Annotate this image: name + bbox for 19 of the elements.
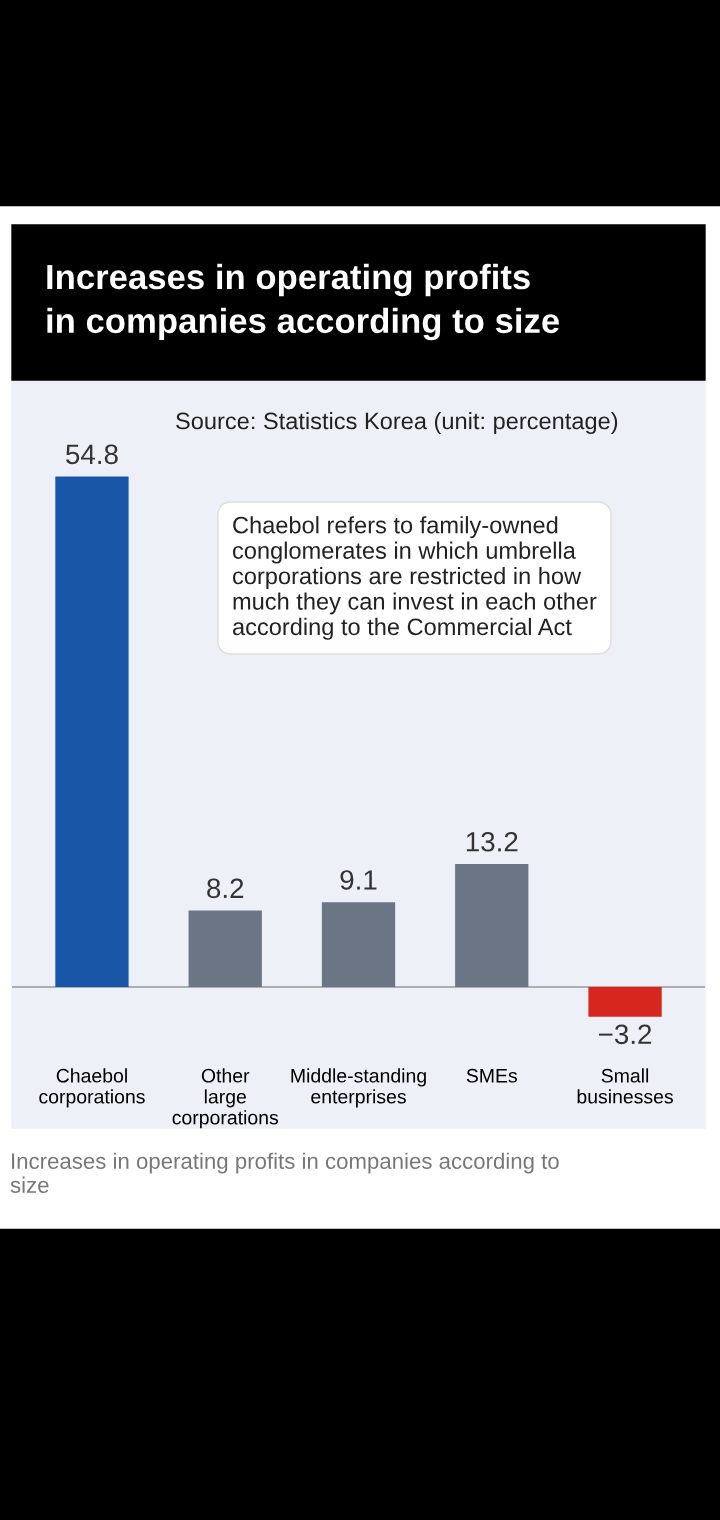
x-tick-label: SMEs [466, 1068, 517, 1083]
data-label: 13.2 [466, 831, 518, 852]
chart-title: Increases in operating profits in companies according to size [47, 263, 559, 341]
data-label: 9.1 [340, 870, 377, 890]
text: Increases in operating profits in companies according to size [10, 1152, 559, 1193]
bar [321, 902, 396, 987]
bar [588, 986, 662, 1017]
x-tick-label: Other large corporations [172, 1068, 279, 1129]
annotation: Chaebol refers to family-owned conglomerates in which umbrella corporations are restricted in how much they can invest in each other according to the Commercial Act [233, 516, 597, 640]
chart-subtitle: Source: Statistics Korea (unit: percentage) [176, 411, 618, 434]
x-tick-label: Small businesses [577, 1068, 673, 1104]
data-label: −3.2 [598, 1024, 652, 1045]
x-tick-label: Chaebol corporations [39, 1068, 145, 1108]
x-tick-label: Middle-standing enterprises [291, 1068, 426, 1108]
bar [55, 476, 129, 987]
data-label: 8.2 [207, 878, 244, 899]
data-label: 54.8 [66, 444, 118, 465]
bar [188, 910, 262, 987]
bar [455, 864, 529, 987]
